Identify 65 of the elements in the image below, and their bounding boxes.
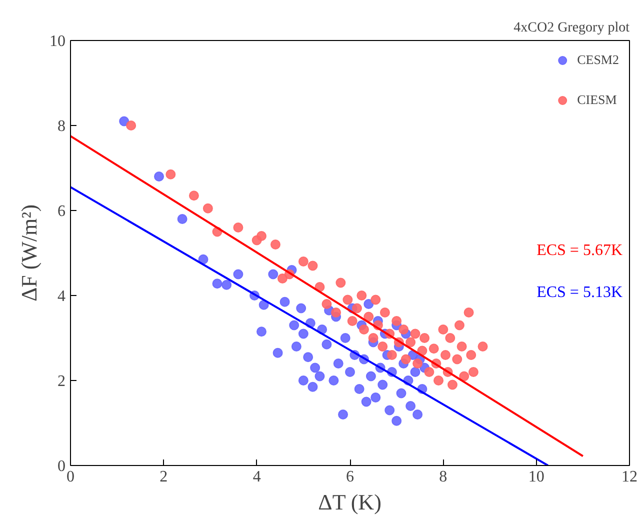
point: [342, 294, 353, 305]
point: [380, 308, 390, 318]
point: [356, 290, 367, 300]
point: [412, 358, 423, 368]
point: [298, 256, 308, 266]
y-tick-label: 4: [58, 288, 66, 305]
point: [400, 354, 411, 364]
point: [352, 303, 362, 314]
legend-label: CESM2: [577, 52, 619, 68]
annotation: ECS = 5.13K: [536, 284, 623, 301]
point: [233, 222, 244, 232]
point: [452, 354, 462, 364]
annotation: ECS = 5.67K: [536, 242, 623, 259]
y-tick-label: 0: [58, 458, 66, 475]
point: [406, 337, 416, 348]
y-tick-label: 10: [50, 33, 66, 50]
x-tick-label: 12: [622, 468, 638, 486]
point: [447, 380, 458, 390]
point: [322, 299, 332, 309]
point: [331, 308, 342, 318]
point: [368, 333, 378, 343]
point: [347, 316, 358, 326]
point: [166, 169, 176, 180]
point: [454, 320, 464, 330]
point: [464, 308, 474, 318]
point: [308, 260, 318, 271]
chart-title: 4xCO2 Gregory plot: [514, 20, 630, 36]
point: [456, 342, 467, 352]
x-axis-title: ΔT (K): [318, 490, 382, 514]
point: [364, 312, 374, 322]
point: [378, 342, 388, 352]
point: [386, 350, 397, 360]
point: [126, 120, 136, 130]
point: [424, 367, 434, 377]
point: [370, 294, 381, 305]
point: [438, 324, 448, 334]
point: [440, 350, 450, 360]
point: [392, 316, 402, 326]
point: [459, 371, 470, 382]
point: [277, 274, 288, 284]
y-tick-label: 2: [58, 373, 66, 390]
point: [445, 333, 456, 343]
point: [428, 344, 439, 354]
y-axis-title: ΔF (W/m²): [16, 204, 42, 302]
legend-label: CIESM: [577, 92, 617, 108]
x-tick-label: 10: [528, 468, 544, 486]
x-tick-label: 8: [439, 468, 448, 486]
point: [466, 350, 476, 360]
point: [434, 376, 444, 386]
point: [420, 333, 430, 343]
point: [336, 278, 346, 288]
point: [188, 190, 199, 201]
point: [202, 203, 213, 214]
x-tick-label: 4: [252, 468, 261, 486]
point: [398, 324, 409, 334]
x-tick-label: 2: [160, 468, 168, 486]
x-tick-label: 6: [346, 468, 354, 486]
point: [410, 328, 420, 339]
point: [256, 231, 266, 241]
point: [270, 240, 280, 250]
point: [478, 342, 488, 352]
y-tick-label: 8: [58, 118, 66, 135]
point: [358, 324, 369, 334]
point: [468, 367, 478, 377]
y-tick-label: 6: [58, 203, 66, 220]
